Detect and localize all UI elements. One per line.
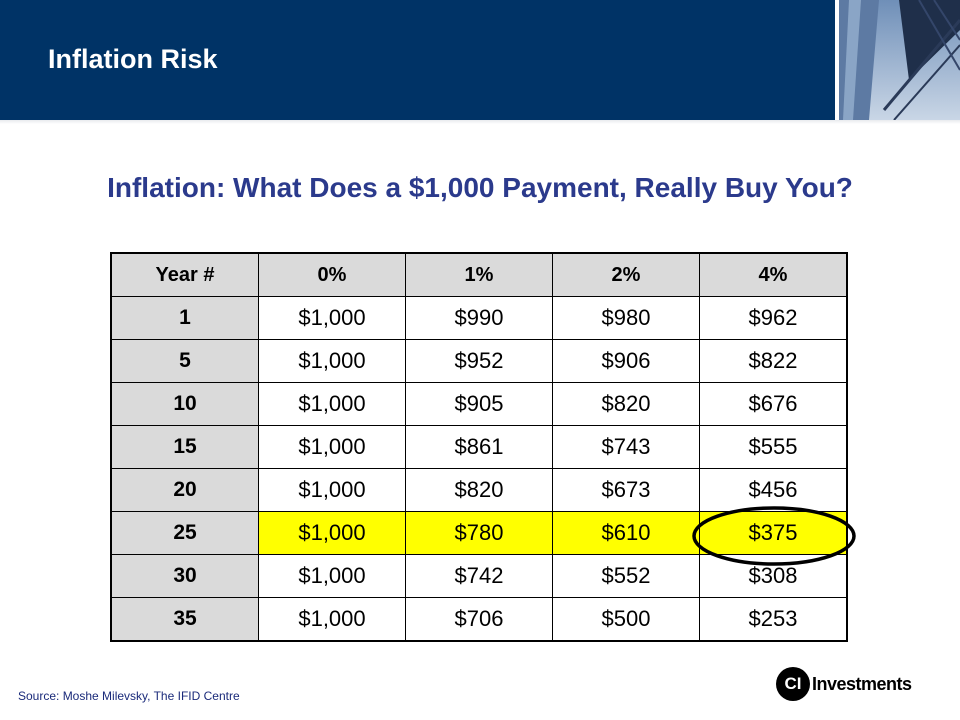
column-header-1pct: 1% (405, 252, 553, 297)
value-cell: $1,000 (258, 382, 406, 426)
slide-subtitle: Inflation: What Does a $1,000 Payment, R… (107, 172, 853, 203)
value-cell: $555 (699, 425, 848, 469)
table-row: 15 $1,000 $861 $743 $555 (110, 425, 848, 469)
table-row: 20 $1,000 $820 $673 $456 (110, 468, 848, 512)
value-cell: $500 (552, 597, 700, 642)
year-cell: 15 (110, 425, 259, 469)
value-cell: $1,000 (258, 468, 406, 512)
logo-text: Investments (812, 673, 912, 694)
value-cell: $742 (405, 554, 553, 598)
ci-logo-icon: CI (776, 667, 810, 701)
table-header-row: Year # 0% 1% 2% 4% (110, 252, 848, 297)
value-cell: $308 (699, 554, 848, 598)
column-header-4pct: 4% (699, 252, 848, 297)
value-cell: $980 (552, 296, 700, 340)
header-divider (0, 120, 960, 124)
value-cell: $1,000 (258, 296, 406, 340)
table-row-highlighted: 25 $1,000 $780 $610 $375 (110, 511, 848, 555)
value-cell: $905 (405, 382, 553, 426)
value-cell: $820 (405, 468, 553, 512)
page-title: Inflation Risk (48, 44, 218, 74)
column-header-0pct: 0% (258, 252, 406, 297)
value-cell: $1,000 (258, 339, 406, 383)
year-cell: 1 (110, 296, 259, 340)
value-cell: $780 (405, 511, 553, 555)
circled-value-cell: $375 (699, 511, 848, 555)
value-cell: $952 (405, 339, 553, 383)
header-bar: Inflation Risk (0, 0, 835, 120)
value-cell: $962 (699, 296, 848, 340)
year-cell: 35 (110, 597, 259, 642)
value-cell: $676 (699, 382, 848, 426)
value-cell: $673 (552, 468, 700, 512)
value-cell: $1,000 (258, 597, 406, 642)
header-photo (839, 0, 960, 120)
column-header-2pct: 2% (552, 252, 700, 297)
ci-investments-logo: CI Investments (776, 666, 916, 702)
table-row: 1 $1,000 $990 $980 $962 (110, 296, 848, 340)
value-cell: $861 (405, 425, 553, 469)
value-cell: $610 (552, 511, 700, 555)
value-cell: $456 (699, 468, 848, 512)
value-cell: $706 (405, 597, 553, 642)
year-cell: 10 (110, 382, 259, 426)
value-cell: $990 (405, 296, 553, 340)
source-note: Source: Moshe Milevsky, The IFID Centre (18, 689, 240, 703)
inflation-table: Year # 0% 1% 2% 4% 1 $1,000 $990 $980 $9… (110, 252, 848, 642)
value-cell: $1,000 (258, 554, 406, 598)
table-row: 10 $1,000 $905 $820 $676 (110, 382, 848, 426)
value-cell: $743 (552, 425, 700, 469)
value-cell: $1,000 (258, 425, 406, 469)
value-cell: $822 (699, 339, 848, 383)
value-cell: $253 (699, 597, 848, 642)
year-cell: 20 (110, 468, 259, 512)
value-cell: $552 (552, 554, 700, 598)
column-header-year: Year # (110, 252, 259, 297)
value-cell: $906 (552, 339, 700, 383)
value-cell: $1,000 (258, 511, 406, 555)
year-cell: 30 (110, 554, 259, 598)
year-cell: 5 (110, 339, 259, 383)
table-row: 30 $1,000 $742 $552 $308 (110, 554, 848, 598)
value-cell: $820 (552, 382, 700, 426)
table-row: 35 $1,000 $706 $500 $253 (110, 597, 848, 642)
table-row: 5 $1,000 $952 $906 $822 (110, 339, 848, 383)
year-cell: 25 (110, 511, 259, 555)
